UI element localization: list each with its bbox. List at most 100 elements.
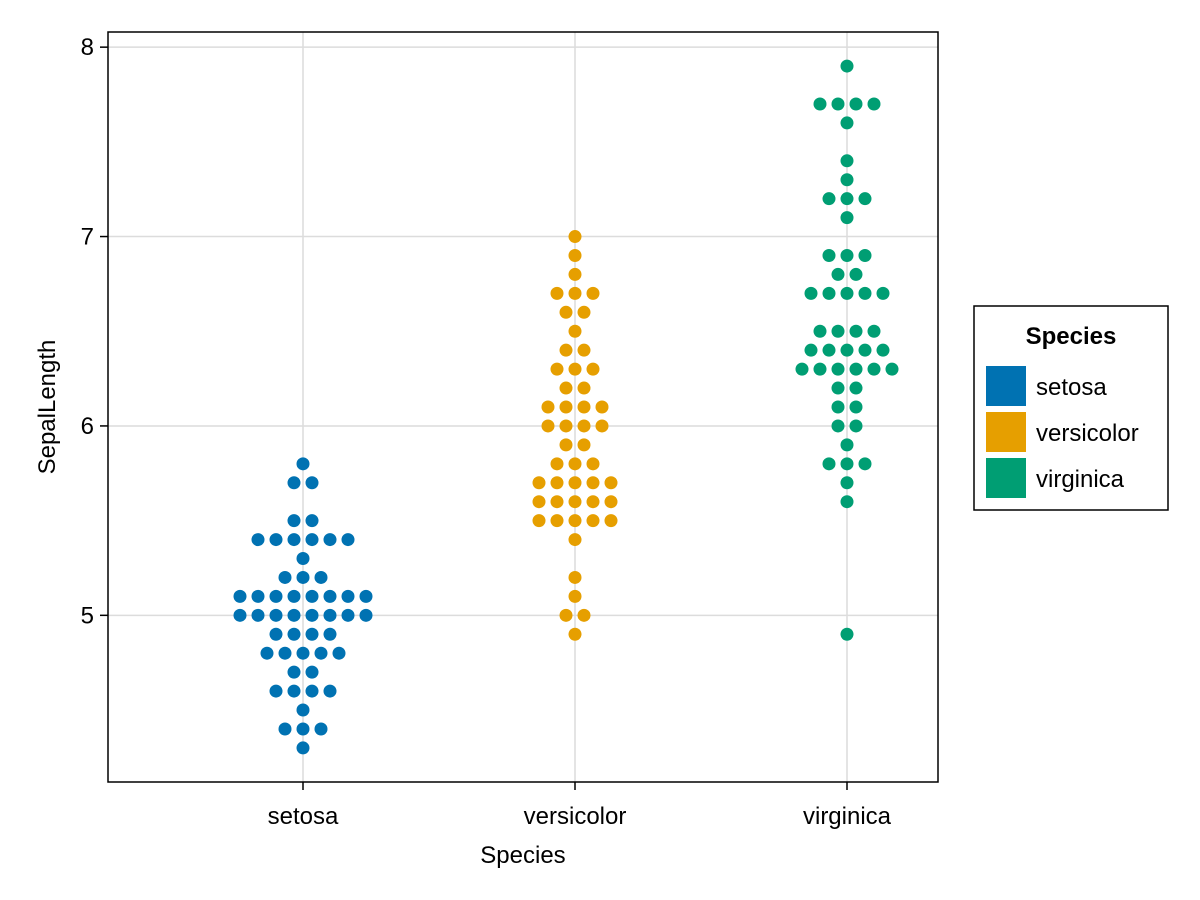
- point-versicolor: [586, 286, 600, 300]
- y-tick-label: 5: [81, 602, 94, 629]
- point-versicolor: [541, 419, 555, 433]
- point-virginica: [858, 343, 872, 357]
- point-setosa: [323, 533, 337, 547]
- point-virginica: [840, 286, 854, 300]
- point-versicolor: [568, 362, 582, 376]
- point-virginica: [876, 286, 890, 300]
- point-virginica: [858, 457, 872, 471]
- point-setosa: [251, 533, 265, 547]
- point-setosa: [287, 589, 301, 603]
- point-setosa: [251, 608, 265, 622]
- point-versicolor: [577, 608, 591, 622]
- y-tick-label: 6: [81, 413, 94, 440]
- point-virginica: [849, 400, 863, 414]
- point-setosa: [305, 608, 319, 622]
- point-versicolor: [568, 627, 582, 641]
- point-virginica: [840, 457, 854, 471]
- legend-label-versicolor: versicolor: [1036, 420, 1139, 447]
- y-tick-label: 7: [81, 224, 94, 251]
- point-setosa: [332, 646, 346, 660]
- point-versicolor: [568, 589, 582, 603]
- point-versicolor: [568, 476, 582, 490]
- point-setosa: [305, 514, 319, 528]
- point-versicolor: [532, 514, 546, 528]
- point-versicolor: [550, 286, 564, 300]
- point-versicolor: [568, 457, 582, 471]
- point-virginica: [849, 419, 863, 433]
- point-setosa: [296, 570, 310, 584]
- point-virginica: [813, 97, 827, 111]
- point-virginica: [858, 248, 872, 262]
- point-virginica: [840, 192, 854, 206]
- point-versicolor: [568, 286, 582, 300]
- point-versicolor: [559, 305, 573, 319]
- plot-area-frame: [107, 31, 939, 783]
- point-versicolor: [586, 457, 600, 471]
- point-setosa: [305, 684, 319, 698]
- y-tick-label: 8: [81, 34, 94, 61]
- point-virginica: [831, 324, 845, 338]
- legend-entries: setosa versicolor virginica: [986, 366, 1139, 498]
- point-setosa: [305, 476, 319, 490]
- x-tick-label-versicolor: versicolor: [524, 803, 627, 830]
- point-versicolor: [550, 495, 564, 509]
- point-virginica: [813, 362, 827, 376]
- point-setosa: [296, 722, 310, 736]
- x-axis-title: Species: [480, 842, 565, 869]
- point-virginica: [840, 211, 854, 225]
- x-tick-label-setosa: setosa: [268, 803, 339, 830]
- point-setosa: [305, 589, 319, 603]
- point-setosa: [269, 533, 283, 547]
- point-setosa: [269, 684, 283, 698]
- point-versicolor: [577, 305, 591, 319]
- point-versicolor: [568, 324, 582, 338]
- point-versicolor: [559, 608, 573, 622]
- point-virginica: [831, 362, 845, 376]
- point-setosa: [269, 589, 283, 603]
- point-versicolor: [559, 400, 573, 414]
- point-versicolor: [559, 343, 573, 357]
- point-virginica: [840, 173, 854, 187]
- point-setosa: [305, 665, 319, 679]
- point-virginica: [849, 362, 863, 376]
- legend-swatch-versicolor: [986, 412, 1026, 452]
- legend-title: Species: [1026, 323, 1117, 350]
- point-virginica: [831, 97, 845, 111]
- point-versicolor: [577, 381, 591, 395]
- point-versicolor: [550, 457, 564, 471]
- point-virginica: [822, 192, 836, 206]
- point-virginica: [804, 286, 818, 300]
- point-setosa: [359, 589, 373, 603]
- point-versicolor: [532, 495, 546, 509]
- point-virginica: [804, 343, 818, 357]
- point-virginica: [858, 286, 872, 300]
- point-versicolor: [550, 476, 564, 490]
- point-virginica: [831, 400, 845, 414]
- point-virginica: [822, 457, 836, 471]
- point-versicolor: [568, 514, 582, 528]
- axes: 5 6 7 8 setosa versicolor virginica: [81, 34, 892, 830]
- point-setosa: [233, 608, 247, 622]
- point-setosa: [341, 608, 355, 622]
- point-setosa: [269, 608, 283, 622]
- point-setosa: [323, 608, 337, 622]
- point-versicolor: [577, 419, 591, 433]
- point-virginica: [840, 343, 854, 357]
- point-versicolor: [586, 476, 600, 490]
- point-virginica: [867, 324, 881, 338]
- point-versicolor: [568, 533, 582, 547]
- point-versicolor: [586, 362, 600, 376]
- point-virginica: [867, 362, 881, 376]
- point-virginica: [840, 248, 854, 262]
- point-setosa: [278, 722, 292, 736]
- point-virginica: [822, 286, 836, 300]
- point-setosa: [314, 570, 328, 584]
- point-versicolor: [586, 514, 600, 528]
- point-setosa: [296, 457, 310, 471]
- point-setosa: [341, 589, 355, 603]
- point-setosa: [305, 627, 319, 641]
- point-versicolor: [577, 438, 591, 452]
- point-versicolor: [568, 570, 582, 584]
- point-setosa: [278, 570, 292, 584]
- point-virginica: [822, 248, 836, 262]
